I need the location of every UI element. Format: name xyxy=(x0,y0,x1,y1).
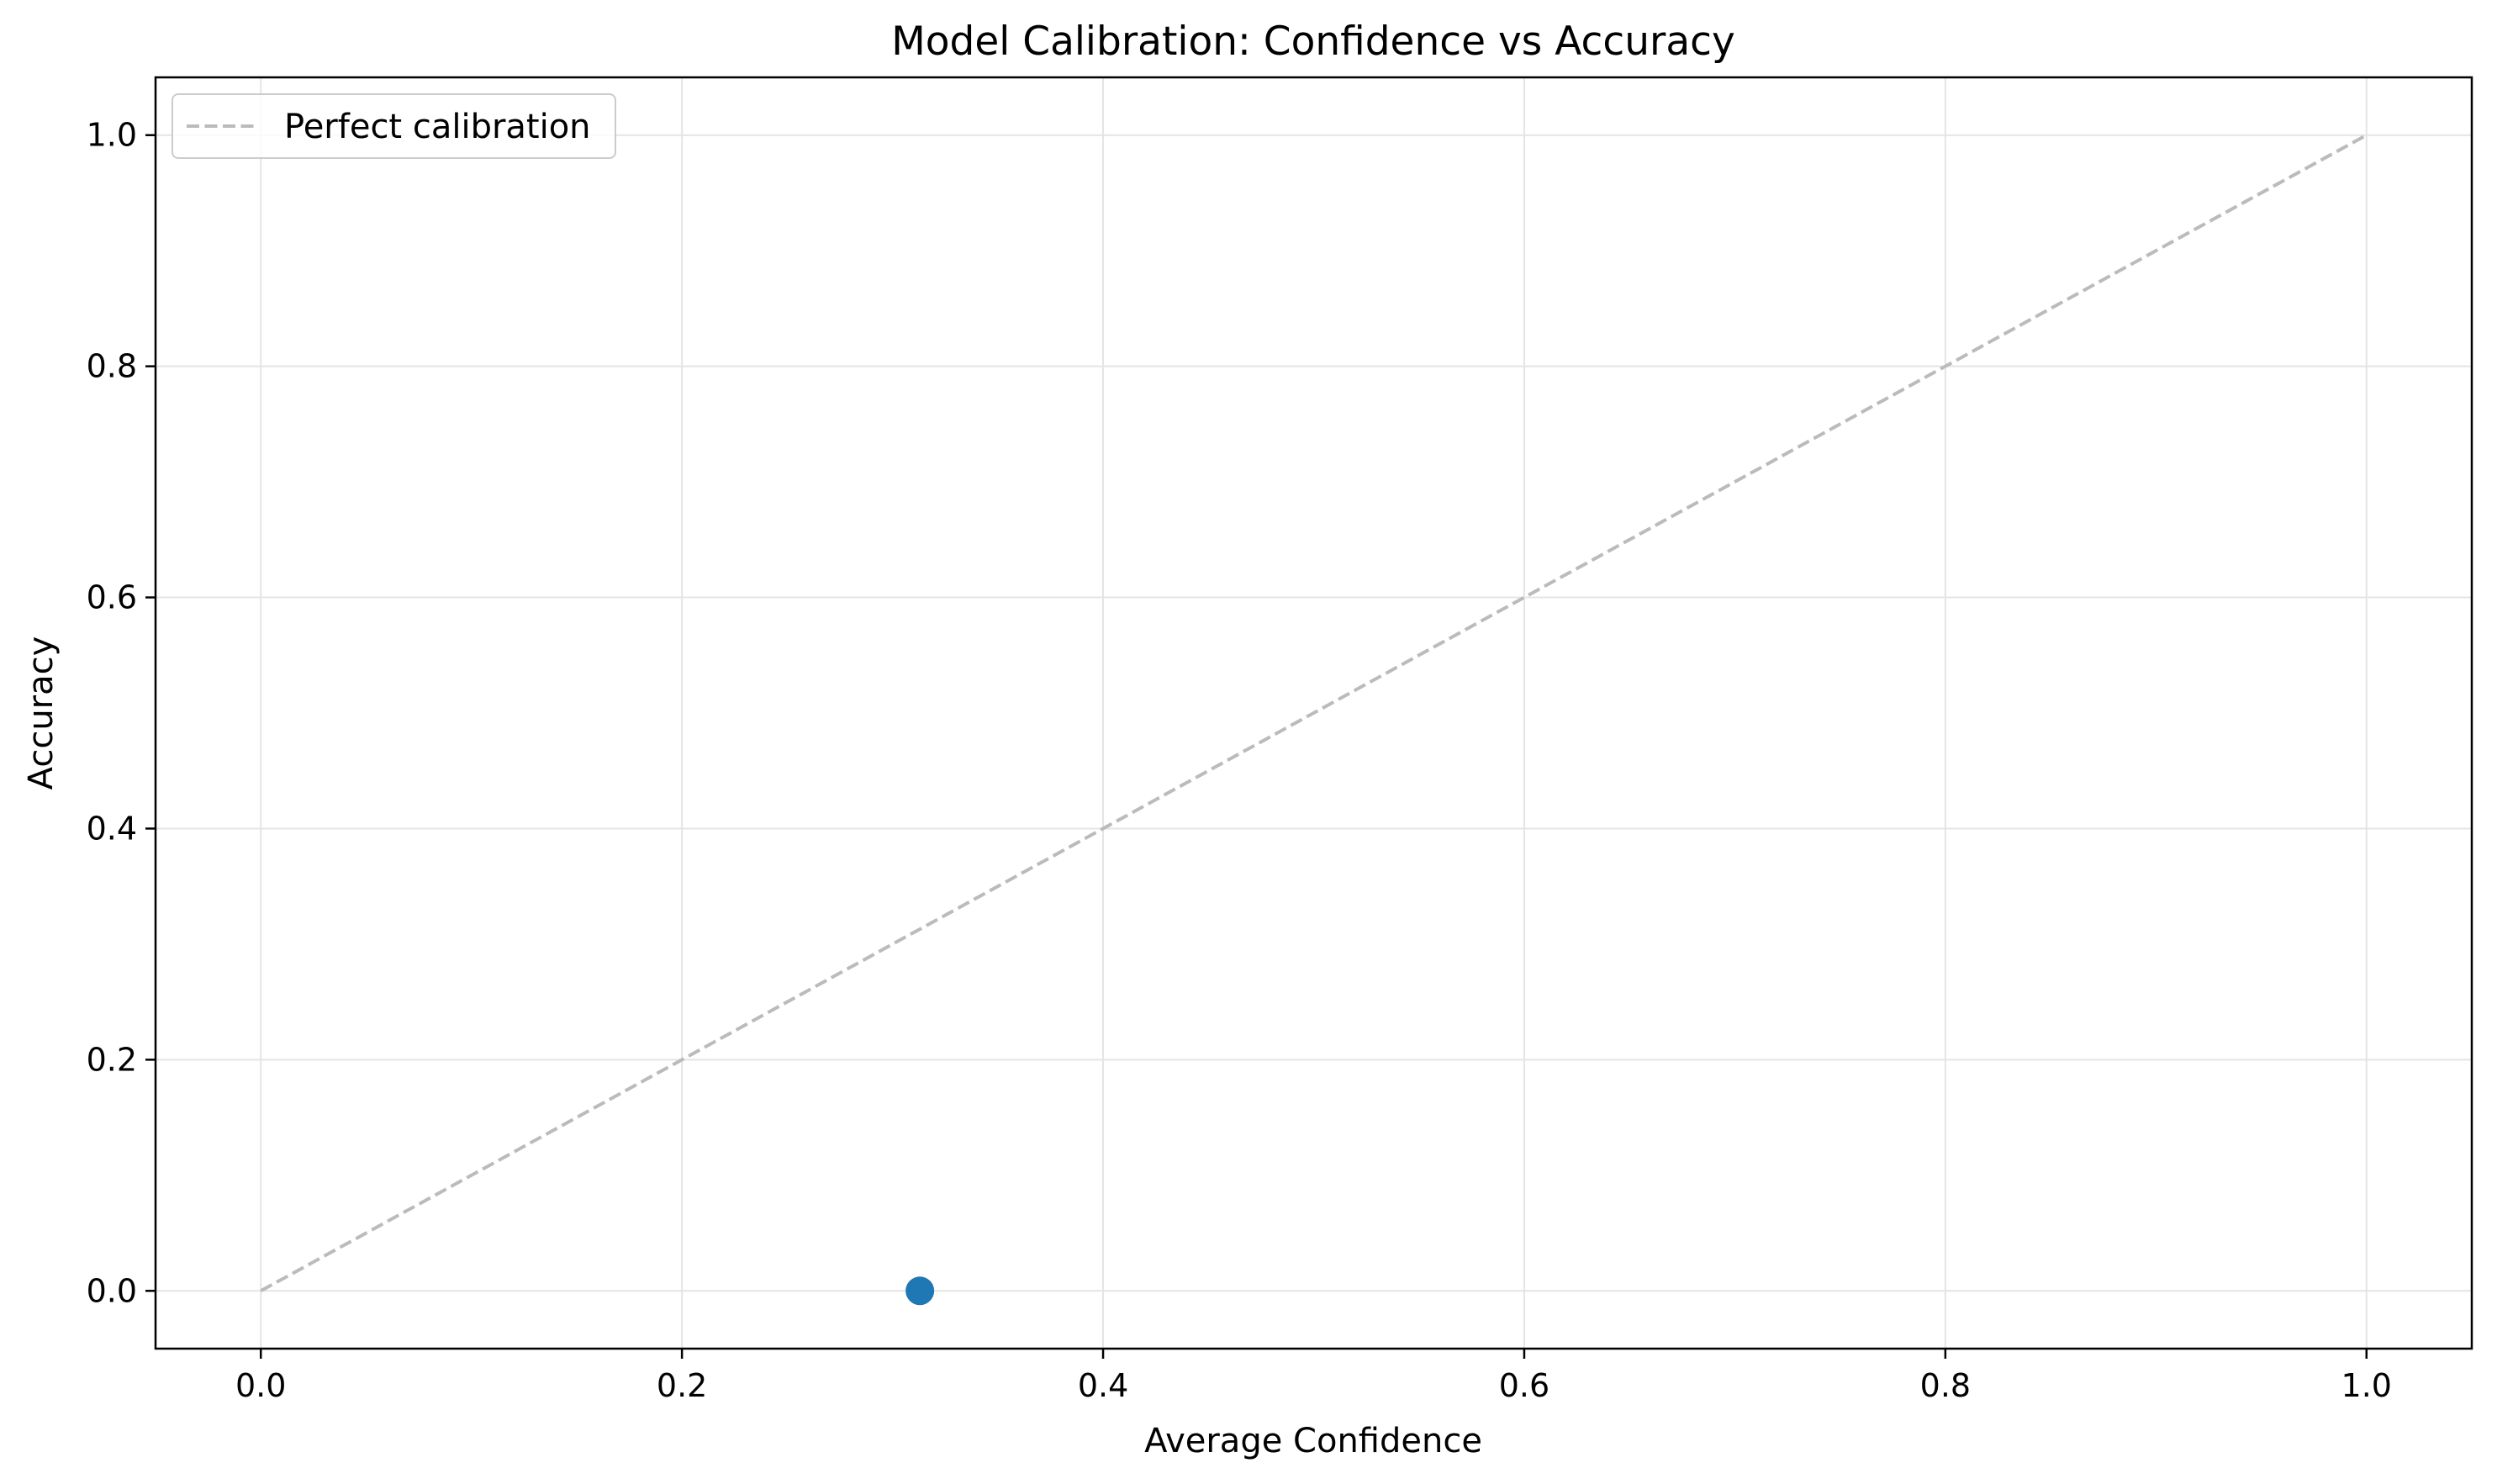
calibration-point-0 xyxy=(905,1276,935,1306)
y-tick-label-5: 1.0 xyxy=(87,117,137,154)
x-tick-label-1: 0.2 xyxy=(657,1367,707,1404)
x-tick-label-0: 0.0 xyxy=(235,1367,286,1404)
x-tick-label-4: 0.8 xyxy=(1920,1367,1971,1404)
legend-label: Perfect calibration xyxy=(284,108,591,146)
y-axis-label: Accuracy xyxy=(22,636,61,790)
x-tick-label-5: 1.0 xyxy=(2341,1367,2392,1404)
legend: Perfect calibration xyxy=(172,93,616,159)
x-tick-label-2: 0.4 xyxy=(1078,1367,1128,1404)
x-tick-label-3: 0.6 xyxy=(1499,1367,1549,1404)
axis-ticks: 0.0 0.2 0.4 0.6 0.8 1.0 0.0 0.2 0.4 0.6 0.8 1.0 xyxy=(87,117,2392,1404)
x-axis-label: Average Confidence xyxy=(1144,1422,1482,1460)
plot-series xyxy=(260,133,2368,1306)
chart-title: Model Calibration: Confidence vs Accurac… xyxy=(891,18,1735,65)
legend-box xyxy=(172,93,616,159)
y-tick-label-0: 0.0 xyxy=(87,1272,137,1309)
perfect-calibration-line xyxy=(260,133,2368,1293)
y-tick-label-1: 0.2 xyxy=(87,1041,137,1078)
y-tick-label-2: 0.4 xyxy=(87,810,137,847)
y-tick-label-4: 0.8 xyxy=(87,348,137,385)
plot-area-frame xyxy=(154,76,2473,1350)
y-tick-label-3: 0.6 xyxy=(87,579,137,616)
